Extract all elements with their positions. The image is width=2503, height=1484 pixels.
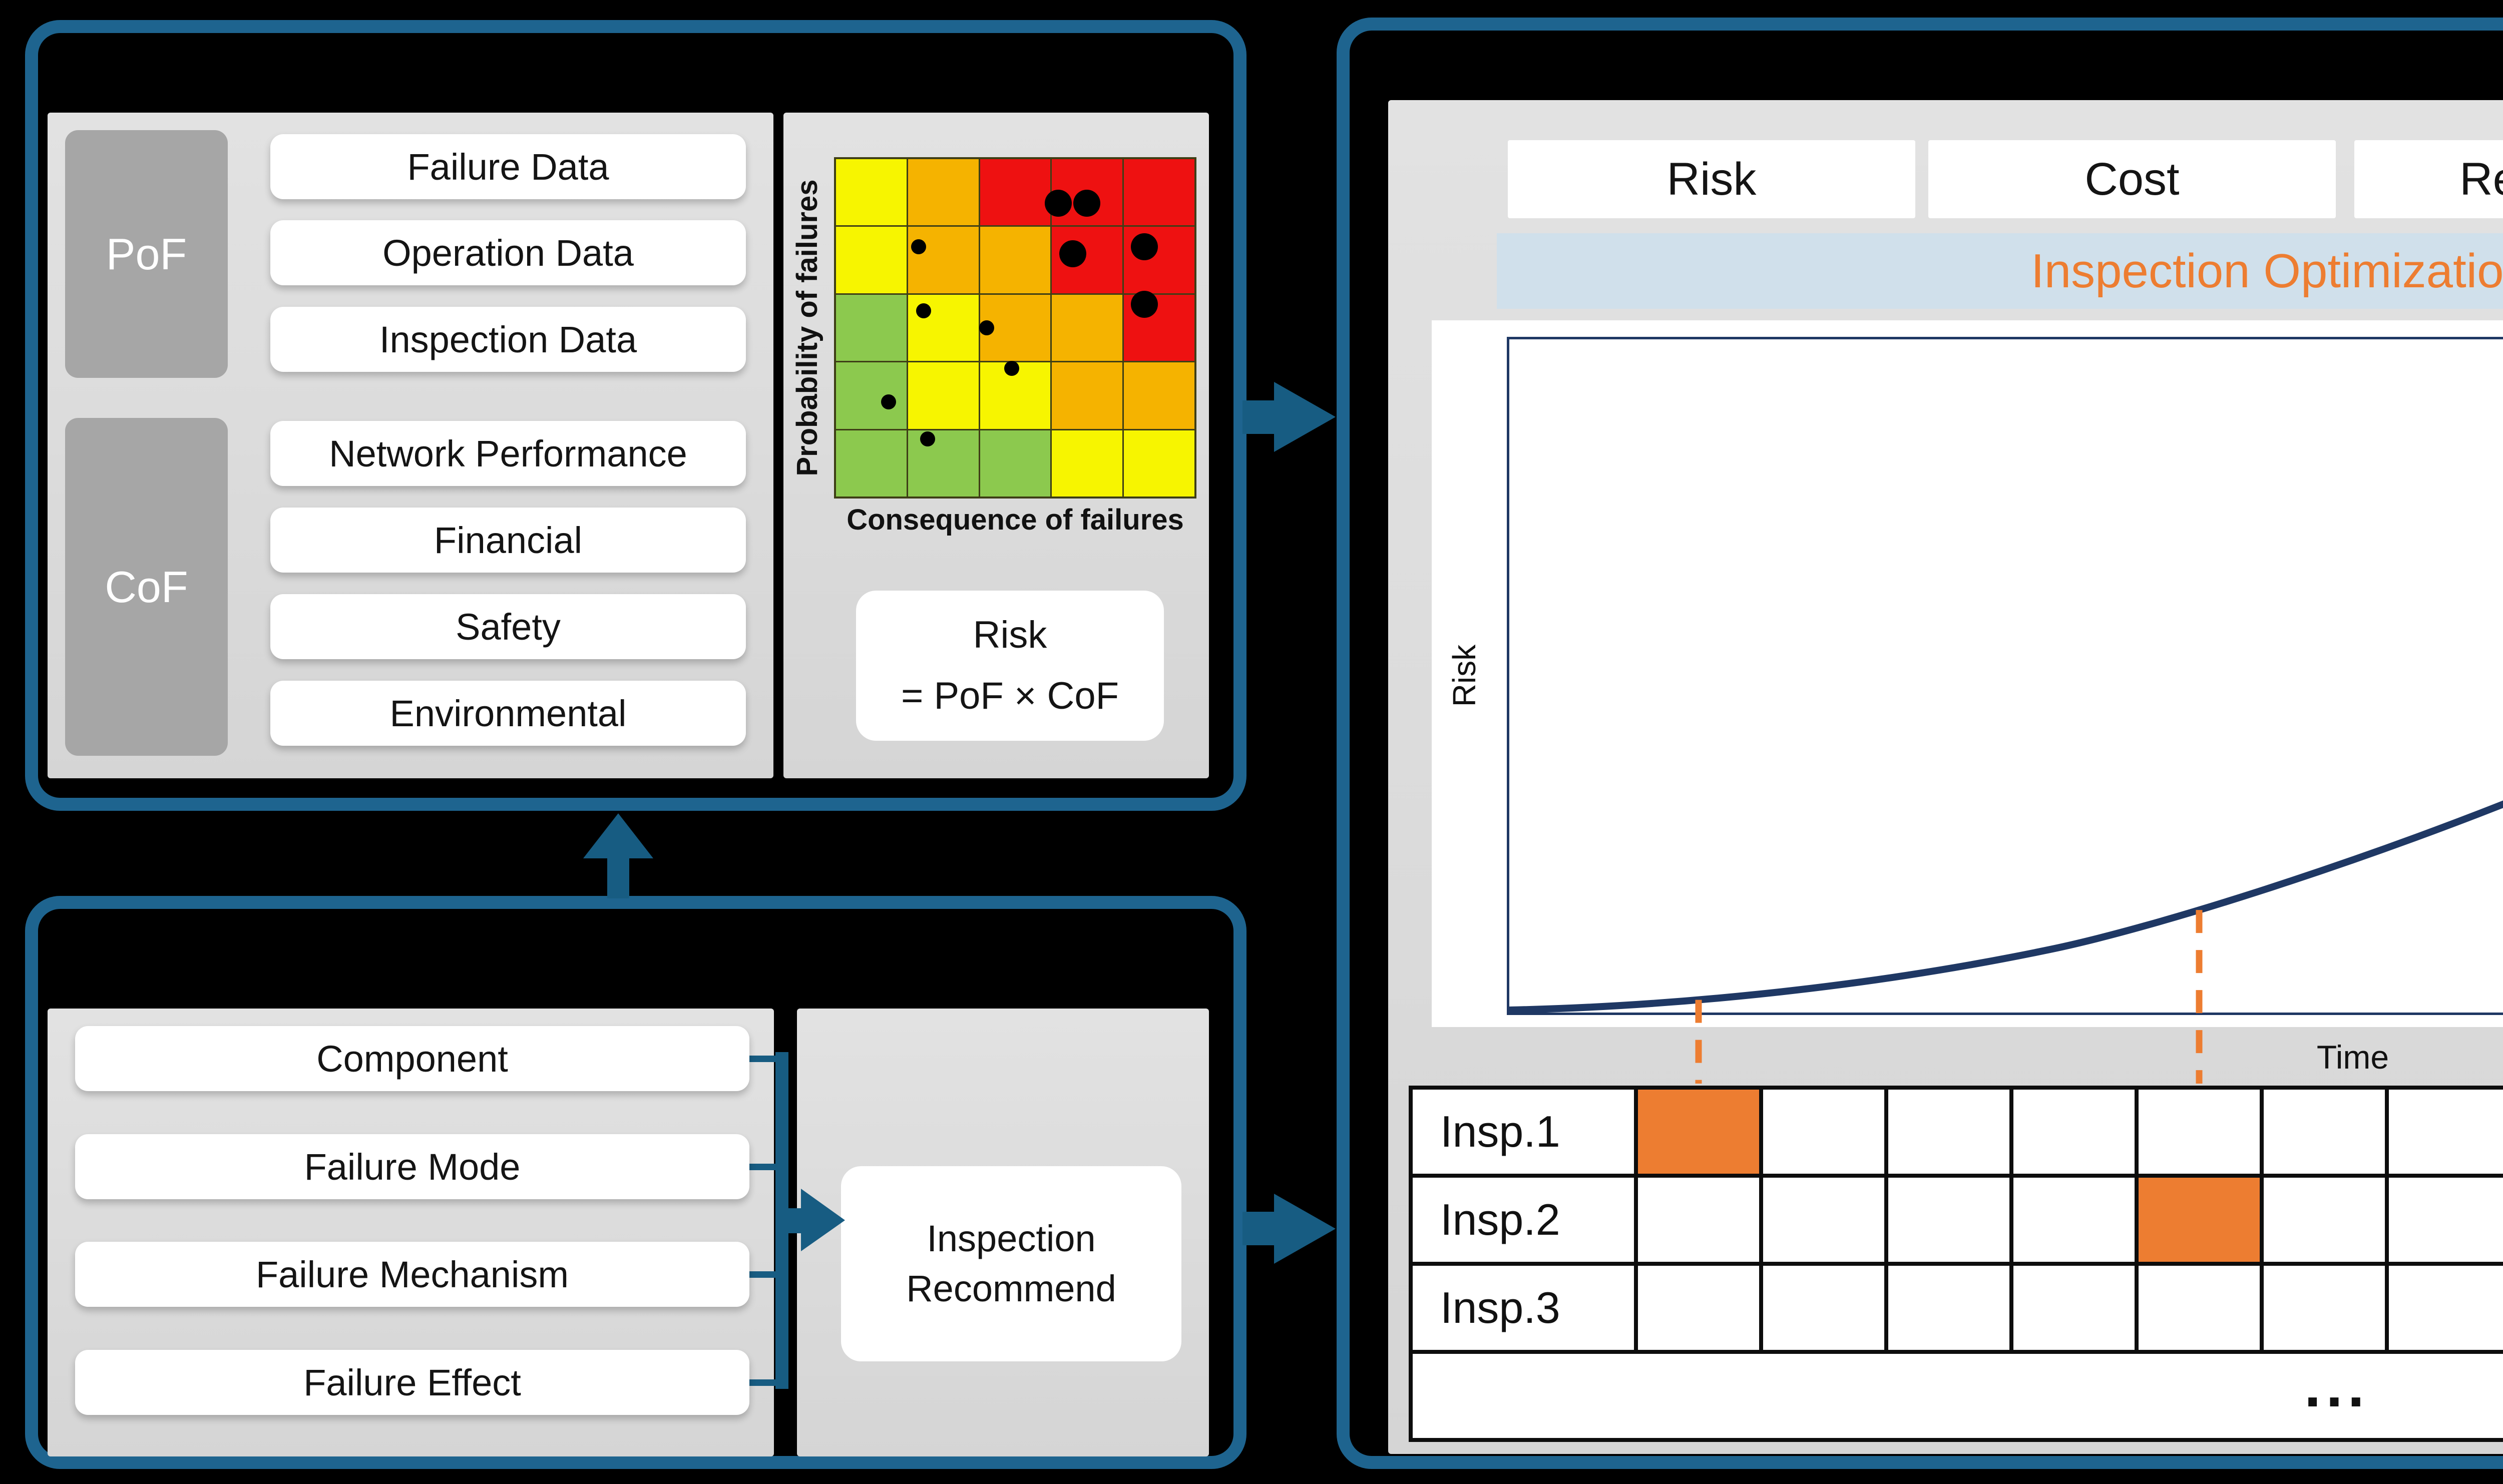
schedule-cell [2013, 1090, 2135, 1174]
matrix-cell-orange [980, 227, 1051, 293]
schedule-cell [1763, 1178, 1884, 1262]
cof-group-label: CoF [65, 418, 228, 756]
tab-reliability: Reliability [2354, 140, 2503, 218]
schedule-cell [1763, 1266, 1884, 1350]
schedule-row-label: Insp.1 [1413, 1090, 1634, 1174]
matrix-cell-orange [908, 227, 979, 293]
recommend-line1: Inspection [927, 1218, 1096, 1260]
matrix-data-dot [1073, 189, 1101, 217]
pof-item: Operation Data [270, 220, 746, 285]
schedule-cell [2389, 1090, 2503, 1174]
pof-group-label: PoF [65, 130, 228, 378]
matrix-data-dot [1130, 290, 1158, 318]
schedule-cell [2264, 1178, 2385, 1262]
model-title: Inspection Optimization Model [2031, 244, 2503, 298]
cof-item: Financial [270, 508, 746, 573]
schedule-cell [2013, 1178, 2135, 1262]
schedule-cell [2264, 1266, 2385, 1350]
matrix-cell-yellow [908, 362, 979, 429]
model-title-band: Inspection Optimization Model [1497, 233, 2503, 309]
risk-formula-box: Risk = PoF × CoF [856, 591, 1164, 741]
schedule-cell [1638, 1178, 1759, 1262]
cof-item: Safety [270, 594, 746, 659]
fmea-item: Failure Mode [75, 1134, 749, 1199]
schedule-row-label: Insp.2 [1413, 1178, 1634, 1262]
inspection-schedule-table: Insp.1 Insp.2 Insp.3... [1409, 1086, 2503, 1442]
schedule-row-label: Insp.3 [1413, 1266, 1634, 1350]
matrix-data-dot [1004, 360, 1019, 376]
fmea-item: Failure Mechanism [75, 1242, 749, 1307]
matrix-data-dot [1130, 233, 1158, 261]
tab-risk: Risk [1508, 140, 1915, 218]
schedule-cell [1888, 1266, 2009, 1350]
schedule-cell [2389, 1266, 2503, 1350]
inspection-recommend-box: Inspection Recommend [841, 1166, 1181, 1361]
arrow-right-top-icon [1242, 382, 1336, 452]
matrix-cell-green [908, 430, 979, 497]
risk-chart-plot-area [1507, 337, 2503, 1015]
schedule-cell-inspection [2139, 1178, 2260, 1262]
cof-item: Network Performance [270, 421, 746, 486]
matrix-cell-yellow [836, 227, 907, 293]
matrix-data-dot [979, 320, 994, 335]
tab-cost: Cost [1928, 140, 2336, 218]
matrix-cell-orange [1052, 294, 1123, 361]
arrow-right-bottom-icon [1242, 1194, 1336, 1264]
matrix-cell-green [980, 430, 1051, 497]
matrix-data-dot [916, 303, 932, 319]
fmea-item: Component [75, 1026, 749, 1091]
chart-x-axis-label: Time [2316, 1039, 2389, 1076]
matrix-data-dot [920, 431, 935, 447]
matrix-cell-red [980, 159, 1051, 226]
matrix-cell-orange [1052, 362, 1123, 429]
matrix-cell-yellow [908, 294, 979, 361]
recommend-line2: Recommend [906, 1268, 1116, 1309]
matrix-cell-yellow [1124, 430, 1194, 497]
chart-y-axis-label: Risk [1446, 644, 1482, 707]
pof-item: Failure Data [270, 134, 746, 199]
matrix-cell-red [1124, 159, 1194, 226]
arrow-up-icon [583, 813, 653, 898]
risk-formula-line2: = PoF × CoF [901, 675, 1119, 717]
matrix-cell-yellow [836, 159, 907, 226]
matrix-data-dot [1059, 240, 1086, 267]
matrix-cell-green [836, 294, 907, 361]
matrix-data-dot [911, 239, 926, 255]
matrix-x-axis-label: Consequence of failures [847, 503, 1184, 536]
risk-formula-line1: Risk [973, 614, 1047, 657]
risk-matrix [834, 157, 1196, 499]
schedule-ellipsis-row: ... [1413, 1354, 2503, 1438]
cof-item: Environmental [270, 681, 746, 746]
schedule-cell [2139, 1090, 2260, 1174]
pof-item: Inspection Data [270, 307, 746, 372]
matrix-cell-orange [1124, 362, 1194, 429]
matrix-data-dot [881, 394, 896, 410]
schedule-cell [2389, 1178, 2503, 1262]
matrix-cell-yellow [1052, 430, 1123, 497]
schedule-cell [2264, 1090, 2385, 1174]
schedule-cell [1638, 1266, 1759, 1350]
schedule-cell [1888, 1090, 2009, 1174]
fmea-item: Failure Effect [75, 1350, 749, 1415]
schedule-cell [2139, 1266, 2260, 1350]
schedule-cell [2013, 1266, 2135, 1350]
matrix-data-dot [1044, 189, 1072, 217]
matrix-cell-orange [908, 159, 979, 226]
matrix-cell-green [836, 430, 907, 497]
schedule-cell [1888, 1178, 2009, 1262]
matrix-y-axis-label: Probability of failures [790, 179, 823, 476]
schedule-cell-inspection [1638, 1090, 1759, 1174]
matrix-cell-green [836, 362, 907, 429]
schedule-cell [1763, 1090, 1884, 1174]
